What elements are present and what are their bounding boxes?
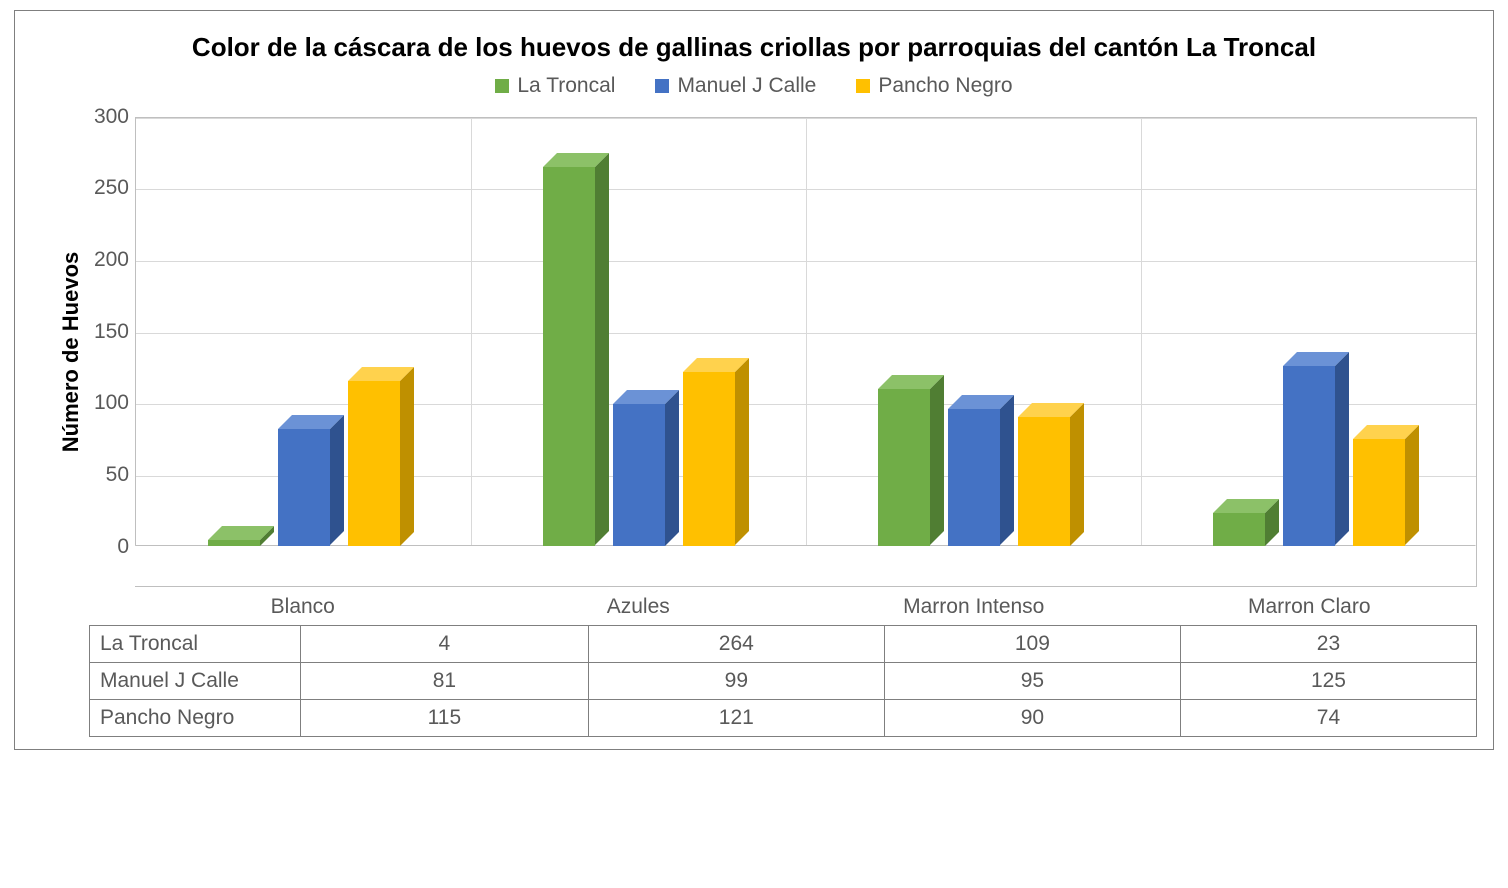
bar-front <box>1353 439 1405 545</box>
bar-side <box>665 390 679 546</box>
y-tick-label: 50 <box>106 463 129 487</box>
y-tick-label: 150 <box>94 320 129 344</box>
y-tick-label: 300 <box>94 105 129 129</box>
bar <box>613 404 665 546</box>
table-row-header: Pancho Negro <box>90 699 301 736</box>
group-divider <box>471 118 472 586</box>
bar-side <box>1405 425 1419 545</box>
bar-front <box>348 381 400 546</box>
bar-front <box>278 429 330 545</box>
table-row: Manuel J Calle819995125 <box>90 662 1477 699</box>
bar-front <box>613 404 665 546</box>
bar <box>948 409 1000 545</box>
chart-title: Color de la cáscara de los huevos de gal… <box>71 31 1437 64</box>
table-cell: 81 <box>301 662 589 699</box>
y-axis-ticks: 050100150200250300 <box>79 117 135 587</box>
data-table: La Troncal426410923Manuel J Calle8199951… <box>89 625 1477 737</box>
x-axis-label: Azules <box>471 587 807 625</box>
legend-swatch <box>495 79 509 93</box>
bar <box>683 372 735 545</box>
table-cell: 115 <box>301 699 589 736</box>
bar <box>348 381 400 546</box>
group-divider <box>1141 118 1142 586</box>
y-tick-label: 200 <box>94 248 129 272</box>
bar <box>1018 417 1070 546</box>
legend-item: Manuel J Calle <box>655 74 816 98</box>
plot-area-outer <box>135 117 1477 587</box>
x-axis-label: Marron Intenso <box>806 587 1142 625</box>
y-axis-label-column: Número de Huevos <box>31 117 79 587</box>
bar-front <box>1283 366 1335 545</box>
legend-label: Manuel J Calle <box>677 74 816 98</box>
plot-area <box>136 118 1476 546</box>
table-row-header: Manuel J Calle <box>90 662 301 699</box>
bar-side <box>595 153 609 545</box>
legend-item: La Troncal <box>495 74 615 98</box>
table-row-header: La Troncal <box>90 625 301 662</box>
bar-front <box>208 540 260 546</box>
plot-floor <box>95 545 1476 586</box>
legend-label: La Troncal <box>517 74 615 98</box>
legend-item: Pancho Negro <box>856 74 1012 98</box>
bar <box>543 167 595 545</box>
bar-front <box>878 389 930 545</box>
x-axis-label: Blanco <box>135 587 471 625</box>
bar-side <box>735 358 749 545</box>
table-cell: 99 <box>588 662 884 699</box>
x-axis-labels: BlancoAzulesMarron IntensoMarron Claro <box>135 587 1477 625</box>
bar-side <box>1000 395 1014 545</box>
bar-front <box>1213 513 1265 546</box>
data-table-body: La Troncal426410923Manuel J Calle8199951… <box>90 625 1477 736</box>
bar <box>208 540 260 546</box>
table-row: La Troncal426410923 <box>90 625 1477 662</box>
bar <box>1213 513 1265 546</box>
table-cell: 23 <box>1180 625 1476 662</box>
bar-side <box>330 415 344 545</box>
bar-front <box>543 167 595 545</box>
bar-side <box>400 367 414 546</box>
chart-body: Número de Huevos 050100150200250300 <box>31 117 1477 587</box>
table-cell: 264 <box>588 625 884 662</box>
bar-side <box>1335 352 1349 545</box>
bar-front <box>683 372 735 545</box>
table-cell: 125 <box>1180 662 1476 699</box>
table-cell: 95 <box>884 662 1180 699</box>
table-cell: 109 <box>884 625 1180 662</box>
legend-swatch <box>655 79 669 93</box>
bar <box>1353 439 1405 545</box>
bar-front <box>948 409 1000 545</box>
group-divider <box>806 118 807 586</box>
x-axis-label: Marron Claro <box>1142 587 1478 625</box>
chart-container: Color de la cáscara de los huevos de gal… <box>14 10 1494 750</box>
bar-side <box>1070 403 1084 546</box>
table-cell: 74 <box>1180 699 1476 736</box>
bar <box>1283 366 1335 545</box>
table-row: Pancho Negro1151219074 <box>90 699 1477 736</box>
legend-swatch <box>856 79 870 93</box>
bar <box>878 389 930 545</box>
table-cell: 4 <box>301 625 589 662</box>
legend-label: Pancho Negro <box>878 74 1012 98</box>
bar-side <box>930 375 944 545</box>
legend: La Troncal Manuel J Calle Pancho Negro <box>31 74 1477 99</box>
table-cell: 90 <box>884 699 1180 736</box>
y-tick-label: 100 <box>94 391 129 415</box>
bar <box>278 429 330 545</box>
table-cell: 121 <box>588 699 884 736</box>
y-tick-label: 250 <box>94 176 129 200</box>
bar-front <box>1018 417 1070 546</box>
